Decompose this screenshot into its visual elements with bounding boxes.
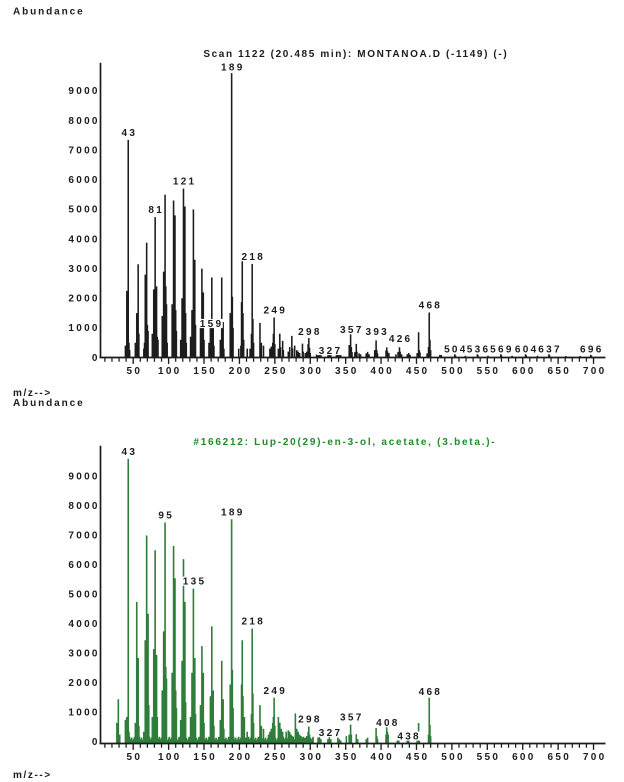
svg-text:m/z-->: m/z--> bbox=[13, 388, 52, 399]
svg-text:7000: 7000 bbox=[68, 530, 99, 541]
svg-text:550: 550 bbox=[477, 752, 501, 763]
svg-text:504: 504 bbox=[444, 345, 468, 356]
svg-text:8000: 8000 bbox=[68, 501, 99, 512]
svg-text:357: 357 bbox=[340, 325, 364, 336]
svg-text:637: 637 bbox=[538, 345, 562, 356]
svg-text:468: 468 bbox=[419, 301, 443, 312]
svg-text:450: 450 bbox=[406, 366, 430, 377]
svg-text:4000: 4000 bbox=[68, 234, 99, 245]
svg-text:569: 569 bbox=[490, 345, 514, 356]
svg-text:3000: 3000 bbox=[68, 264, 99, 275]
svg-text:81: 81 bbox=[148, 205, 164, 216]
svg-text:408: 408 bbox=[376, 718, 400, 729]
svg-text:249: 249 bbox=[263, 306, 287, 317]
svg-text:2000: 2000 bbox=[68, 678, 99, 689]
svg-text:327: 327 bbox=[319, 728, 343, 739]
svg-text:468: 468 bbox=[419, 687, 443, 698]
svg-text:700: 700 bbox=[583, 366, 607, 377]
svg-text:696: 696 bbox=[580, 345, 604, 356]
svg-text:450: 450 bbox=[406, 752, 430, 763]
svg-text:4000: 4000 bbox=[68, 619, 99, 630]
svg-text:0: 0 bbox=[92, 353, 100, 364]
svg-text:Abundance: Abundance bbox=[13, 7, 85, 18]
svg-text:50: 50 bbox=[126, 366, 142, 377]
svg-text:#166212: Lup-20(29)-en-3-ol, a: #166212: Lup-20(29)-en-3-ol, acetate, (3… bbox=[193, 437, 496, 448]
svg-text:43: 43 bbox=[122, 128, 138, 139]
svg-text:50: 50 bbox=[126, 752, 142, 763]
svg-text:150: 150 bbox=[193, 366, 217, 377]
svg-text:200: 200 bbox=[229, 752, 253, 763]
svg-text:Scan 1122 (20.485 min): MONTAN: Scan 1122 (20.485 min): MONTANOA.D (-114… bbox=[203, 49, 508, 60]
svg-text:650: 650 bbox=[547, 366, 571, 377]
svg-text:7000: 7000 bbox=[68, 145, 99, 156]
svg-text:250: 250 bbox=[264, 752, 288, 763]
svg-text:500: 500 bbox=[441, 366, 465, 377]
svg-text:250: 250 bbox=[264, 366, 288, 377]
svg-text:350: 350 bbox=[335, 752, 359, 763]
svg-text:550: 550 bbox=[477, 366, 501, 377]
svg-text:298: 298 bbox=[298, 715, 322, 726]
svg-text:6000: 6000 bbox=[68, 175, 99, 186]
svg-text:600: 600 bbox=[512, 366, 536, 377]
svg-text:Abundance: Abundance bbox=[13, 398, 85, 409]
svg-text:218: 218 bbox=[242, 617, 266, 628]
svg-text:1000: 1000 bbox=[68, 323, 99, 334]
svg-text:600: 600 bbox=[512, 752, 536, 763]
svg-text:8000: 8000 bbox=[68, 116, 99, 127]
svg-text:357: 357 bbox=[340, 713, 364, 724]
svg-text:604: 604 bbox=[515, 345, 539, 356]
svg-text:393: 393 bbox=[365, 327, 389, 338]
svg-text:43: 43 bbox=[122, 447, 138, 458]
svg-text:6000: 6000 bbox=[68, 560, 99, 571]
svg-text:m/z-->: m/z--> bbox=[13, 770, 52, 781]
svg-text:3000: 3000 bbox=[68, 648, 99, 659]
svg-text:189: 189 bbox=[221, 507, 245, 518]
svg-text:249: 249 bbox=[263, 686, 287, 697]
svg-text:5000: 5000 bbox=[68, 589, 99, 600]
svg-text:298: 298 bbox=[298, 327, 322, 338]
svg-text:650: 650 bbox=[547, 752, 571, 763]
svg-text:189: 189 bbox=[221, 63, 245, 74]
svg-text:9000: 9000 bbox=[68, 86, 99, 97]
svg-text:327: 327 bbox=[319, 346, 343, 357]
svg-text:2000: 2000 bbox=[68, 294, 99, 305]
svg-text:200: 200 bbox=[229, 366, 253, 377]
svg-text:9000: 9000 bbox=[68, 471, 99, 482]
svg-text:100: 100 bbox=[158, 752, 182, 763]
svg-text:95: 95 bbox=[158, 511, 174, 522]
svg-text:121: 121 bbox=[173, 177, 197, 188]
svg-text:135: 135 bbox=[183, 577, 207, 588]
svg-text:438: 438 bbox=[397, 732, 421, 743]
svg-text:350: 350 bbox=[335, 366, 359, 377]
svg-text:159: 159 bbox=[200, 319, 224, 330]
svg-text:300: 300 bbox=[300, 752, 324, 763]
svg-text:0: 0 bbox=[92, 737, 100, 748]
svg-text:100: 100 bbox=[158, 366, 182, 377]
svg-text:150: 150 bbox=[193, 752, 217, 763]
svg-text:300: 300 bbox=[300, 366, 324, 377]
svg-text:700: 700 bbox=[583, 752, 607, 763]
svg-text:426: 426 bbox=[389, 334, 413, 345]
svg-text:400: 400 bbox=[370, 366, 394, 377]
svg-text:400: 400 bbox=[370, 752, 394, 763]
svg-text:218: 218 bbox=[242, 252, 266, 263]
svg-text:500: 500 bbox=[441, 752, 465, 763]
svg-text:536: 536 bbox=[467, 345, 491, 356]
svg-text:1000: 1000 bbox=[68, 707, 99, 718]
svg-text:5000: 5000 bbox=[68, 205, 99, 216]
